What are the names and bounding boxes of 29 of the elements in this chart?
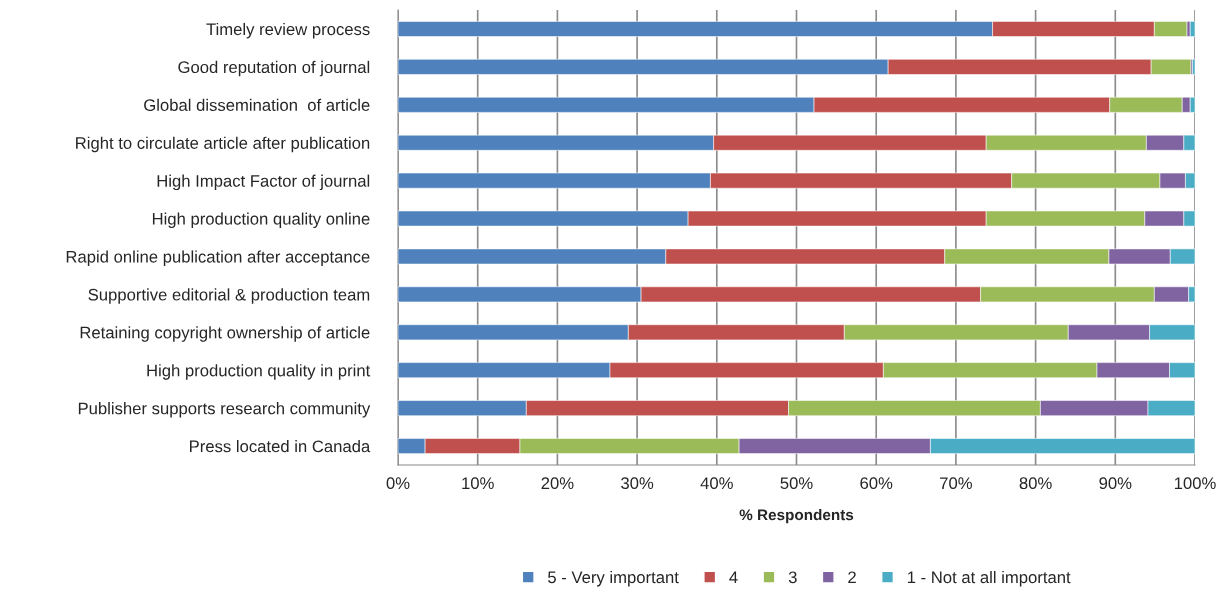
x-tick-label: 80% [1019,477,1052,490]
legend-label: 3 [788,571,797,584]
legend-label: 1 - Not at all important [907,570,1071,587]
x-tick-label: 50% [780,477,813,490]
y-tick-label: Publisher supports research community [78,402,371,418]
x-tick-label: 40% [700,477,733,490]
y-tick-label: Rapid online publication after acceptance [66,250,370,266]
legend-label: 5 - Very important [548,570,679,587]
x-tick-label: 20% [541,477,574,490]
y-tick-label: Retaining copyright ownership of article [80,326,370,342]
y-tick-label: Right to circulate article after publication [76,136,370,153]
x-tick-label: 70% [940,477,972,490]
legend-label: 2 [848,571,856,584]
y-tick-label: Good reputation of journal [178,60,370,77]
y-tick-label: Supportive editorial & production team [88,288,370,304]
x-tick-label: 30% [621,477,654,490]
x-tick-label: 60% [860,477,893,490]
x-tick-label: 90% [1099,477,1132,490]
legend-label: 4 [729,571,738,584]
y-tick-label: Timely review process [206,22,370,39]
y-tick-label: High Impact Factor of journal [157,174,370,191]
y-tick-label: High production quality in print [147,364,371,380]
y-tick-label: Press located in Canada [190,440,371,453]
x-axis-title: % Respondents [739,509,854,524]
y-tick-label: High production quality online [152,212,370,229]
y-tick-label: Global dissemination of article [144,98,370,111]
x-tick-label: 10% [462,477,494,490]
x-tick-label: 0% [386,477,410,490]
x-tick-label: 100% [1174,477,1216,490]
